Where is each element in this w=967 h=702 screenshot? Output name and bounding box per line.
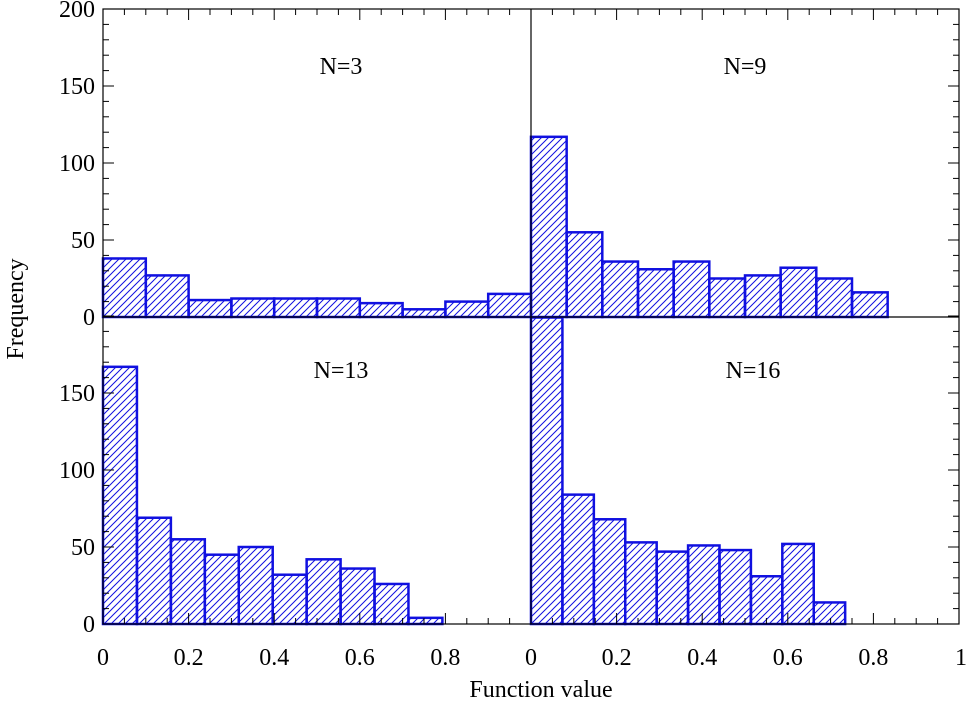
histogram-bar-bottom-right bbox=[718, 548, 753, 626]
histogram-bar-top-right bbox=[529, 135, 568, 319]
histogram-bar-top-left bbox=[401, 308, 447, 319]
histogram-bar-bottom-left bbox=[237, 545, 274, 626]
x-tick-label: 0 bbox=[97, 645, 109, 671]
y-tick-label-top: 0 bbox=[83, 305, 95, 331]
x-tick-label: 0.8 bbox=[430, 645, 460, 671]
histogram-bar-top-right bbox=[743, 274, 782, 319]
histogram-bar-bottom-left bbox=[305, 558, 342, 626]
histogram-bar-bottom-right bbox=[749, 575, 784, 626]
histogram-bar-top-right bbox=[779, 266, 818, 319]
y-tick-label-top: 150 bbox=[59, 74, 95, 100]
x-tick-label: 0.4 bbox=[259, 645, 289, 671]
x-tick-label: 0.6 bbox=[345, 645, 375, 671]
histogram-bar-bottom-left bbox=[407, 616, 444, 626]
x-axis-label: Function value bbox=[469, 677, 612, 702]
histogram-bar-bottom-left bbox=[373, 582, 410, 626]
x-tick-label: 0.8 bbox=[858, 645, 888, 671]
histogram-bar-top-left bbox=[486, 292, 533, 319]
x-tick-label: 0.2 bbox=[602, 645, 632, 671]
histogram-bar-bottom-right bbox=[592, 518, 627, 626]
y-tick-label-bottom: 50 bbox=[71, 535, 95, 561]
y-tick-label-bottom: 100 bbox=[59, 458, 95, 484]
histogram-bar-bottom-left bbox=[135, 516, 173, 626]
histogram-bar-top-right bbox=[601, 260, 640, 319]
histogram-bar-bottom-left bbox=[169, 538, 207, 626]
histogram-bar-top-left bbox=[272, 297, 319, 319]
histogram-bar-top-right bbox=[850, 291, 889, 319]
histogram-bar-top-right bbox=[636, 268, 675, 319]
y-tick-label-top: 50 bbox=[71, 228, 95, 254]
y-axis-label: Frequency bbox=[3, 258, 29, 359]
histogram-bar-top-right bbox=[815, 277, 854, 319]
x-tick-label: 0.6 bbox=[773, 645, 803, 671]
histogram-bar-bottom-right bbox=[781, 542, 815, 626]
y-tick-label-top: 100 bbox=[59, 151, 95, 177]
histogram-bar-bottom-right bbox=[812, 601, 847, 626]
histogram-bar-bottom-left bbox=[101, 365, 139, 626]
histogram-bar-bottom-left bbox=[203, 553, 241, 626]
panel-annotation-top-left: N=3 bbox=[320, 54, 363, 80]
histogram-bar-bottom-right bbox=[561, 493, 596, 626]
histogram-bar-top-left bbox=[187, 298, 233, 319]
panel-annotation-top-right: N=9 bbox=[724, 54, 767, 80]
histogram-bar-bottom-left bbox=[271, 573, 308, 626]
histogram-bar-top-right bbox=[672, 260, 711, 319]
x-tick-label: 0 bbox=[525, 645, 537, 671]
x-tick-label: 0.2 bbox=[174, 645, 204, 671]
x-tick-label-last: 1 bbox=[955, 645, 967, 671]
histogram-bar-bottom-right bbox=[686, 544, 721, 626]
y-tick-label-bottom: 150 bbox=[59, 381, 95, 407]
histogram-bar-top-left bbox=[444, 300, 490, 319]
histogram-bar-top-right bbox=[565, 231, 604, 319]
y-tick-label-bottom: 0 bbox=[83, 612, 95, 638]
histogram-bar-top-left bbox=[101, 257, 148, 319]
histogram-bar-bottom-left bbox=[339, 567, 376, 626]
histogram-bar-bottom-right bbox=[529, 316, 564, 626]
panel-annotation-bottom-right: N=16 bbox=[726, 358, 781, 384]
histogram-bar-top-left bbox=[315, 297, 362, 319]
x-tick-label: 0.4 bbox=[687, 645, 717, 671]
histogram-bar-bottom-right bbox=[655, 550, 690, 626]
y-tick-label-top: 200 bbox=[59, 0, 95, 23]
histogram-bar-top-left bbox=[230, 297, 276, 319]
histogram-bar-top-left bbox=[358, 301, 404, 319]
histogram-bar-top-right bbox=[708, 277, 747, 319]
histogram-bar-bottom-right bbox=[624, 541, 658, 626]
histogram-bar-top-left bbox=[144, 274, 190, 319]
panel-annotation-bottom-left: N=13 bbox=[314, 358, 369, 384]
